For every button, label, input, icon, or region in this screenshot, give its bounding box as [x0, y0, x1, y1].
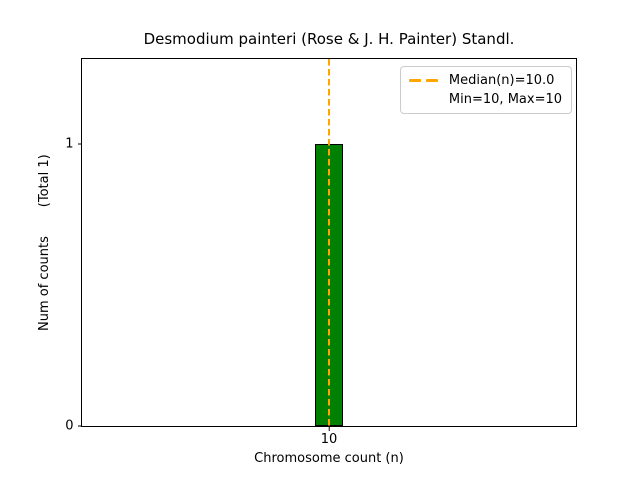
- y-tick-label: 1: [65, 136, 74, 152]
- y-tick-mark: [77, 143, 82, 145]
- legend-entry-median: Median(n)=10.0: [408, 71, 562, 90]
- legend-entry-minmax: Min=10, Max=10: [409, 90, 562, 109]
- x-tick-label: 10: [320, 431, 338, 447]
- y-tick-label: 0: [65, 418, 74, 434]
- chart-title: Desmodium painteri (Rose & J. H. Painter…: [143, 30, 515, 48]
- y-tick: 1: [65, 136, 82, 151]
- x-tick: 10: [320, 426, 338, 447]
- legend-label-minmax: Min=10, Max=10: [448, 92, 562, 107]
- y-axis-label: Num of counts (Total 1): [37, 154, 52, 331]
- legend-label-median: Median(n)=10.0: [448, 73, 555, 88]
- plot-area: Median(n)=10.0 Min=10, Max=10 0 1 10: [65, 58, 577, 447]
- median-line: [327, 59, 331, 426]
- median-dash-icon: [408, 79, 439, 82]
- y-tick: 0: [65, 419, 82, 434]
- legend: Median(n)=10.0 Min=10, Max=10: [399, 66, 572, 114]
- x-tick-mark: [328, 426, 330, 431]
- x-axis-label: Chromosome count (n): [254, 451, 404, 466]
- y-tick-mark: [77, 425, 82, 427]
